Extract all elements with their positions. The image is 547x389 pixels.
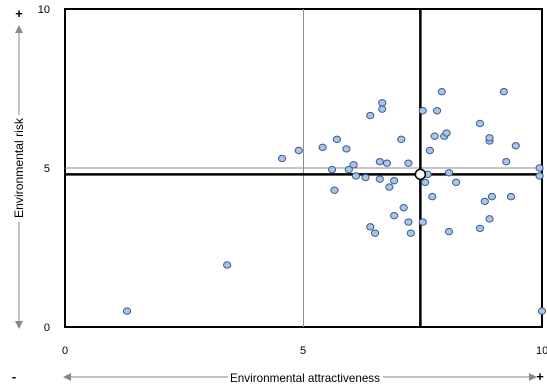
y-axis-title: Environmental risk <box>12 117 26 218</box>
scatter-point-44 <box>475 224 485 233</box>
scatter-point-15 <box>370 229 380 237</box>
scatter-point-12 <box>361 173 370 182</box>
scatter-point-29 <box>418 107 427 115</box>
x-axis-plus-sign: + <box>536 369 544 384</box>
scatter-point-30 <box>418 218 427 226</box>
scatter-point-20 <box>382 159 392 167</box>
scatter-point-40 <box>444 169 454 177</box>
scatter-point-36 <box>432 107 442 115</box>
scatter-point-16 <box>375 157 384 166</box>
x-axis-arrowhead-right <box>529 373 537 381</box>
scatter-point-49 <box>487 192 497 201</box>
scatter-point-35 <box>430 132 439 140</box>
scatter-point-56 <box>537 307 547 315</box>
scatter-point-2 <box>277 154 287 163</box>
scatter-point-39 <box>442 129 451 137</box>
scatter-point-42 <box>452 178 461 187</box>
scatter-point-43 <box>475 119 485 128</box>
scatter-point-27 <box>404 218 413 226</box>
scatter-point-11 <box>351 172 361 180</box>
scatter-point-22 <box>390 177 399 185</box>
x-tick-label-5: 5 <box>300 345 306 357</box>
scatter-point-52 <box>506 192 516 201</box>
scatter-point-10 <box>349 161 358 169</box>
scatter-point-14 <box>366 223 375 231</box>
scatter-points <box>122 87 547 315</box>
scatter-point-26 <box>404 159 413 167</box>
scatter-point-4 <box>318 143 327 152</box>
y-tick-label-0: 0 <box>44 322 50 334</box>
x-tick-label-0: 0 <box>62 345 68 357</box>
scatter-point-5 <box>328 165 337 174</box>
scatter-point-33 <box>425 146 435 155</box>
scatter-point-41 <box>444 227 454 236</box>
scatter-point-17 <box>375 175 384 183</box>
scatter-point-31 <box>421 178 430 187</box>
y-axis-arrowhead-top <box>15 25 23 33</box>
scatter-point-37 <box>437 87 446 96</box>
scatter-point-9 <box>344 165 353 174</box>
y-tick-label-5: 5 <box>44 163 50 175</box>
scatter-point-7 <box>332 135 341 144</box>
scatter-point-47 <box>485 134 494 142</box>
scatter-point-48 <box>485 215 494 223</box>
scatter-point-13 <box>366 111 375 120</box>
scatter-point-45 <box>480 197 489 206</box>
scatter-point-25 <box>399 204 408 212</box>
x-axis-arrowhead-left <box>63 373 71 381</box>
scatter-point-54 <box>535 164 544 172</box>
scatter-point-3 <box>294 146 303 155</box>
scatter-point-24 <box>397 135 406 144</box>
scatter-point-34 <box>428 192 437 201</box>
x-axis-title: Environmental attractiveness <box>230 371 380 385</box>
scatter-point-1 <box>223 261 232 269</box>
scatter-point-28 <box>406 229 415 237</box>
scatter-point-53 <box>511 142 520 150</box>
scatter-point-19 <box>378 99 387 107</box>
scatter-point-21 <box>385 183 394 191</box>
scatter-point-50 <box>499 87 508 96</box>
y-axis-arrowhead-bottom <box>15 321 23 329</box>
scatter-point-51 <box>502 157 511 166</box>
scatter-point-6 <box>330 186 339 194</box>
y-tick-label-10: 10 <box>38 4 50 16</box>
x-tick-label-10: 10 <box>536 345 547 357</box>
scatter-point-0 <box>122 307 132 315</box>
mean-point-marker <box>414 168 427 181</box>
scatter-point-8 <box>342 145 351 153</box>
y-axis-plus-sign: + <box>15 6 23 21</box>
scatter-point-18 <box>378 105 387 113</box>
x-axis-minus-sign: - <box>12 369 16 384</box>
scatter-point-23 <box>390 212 399 220</box>
scatter-point-55 <box>535 172 544 180</box>
